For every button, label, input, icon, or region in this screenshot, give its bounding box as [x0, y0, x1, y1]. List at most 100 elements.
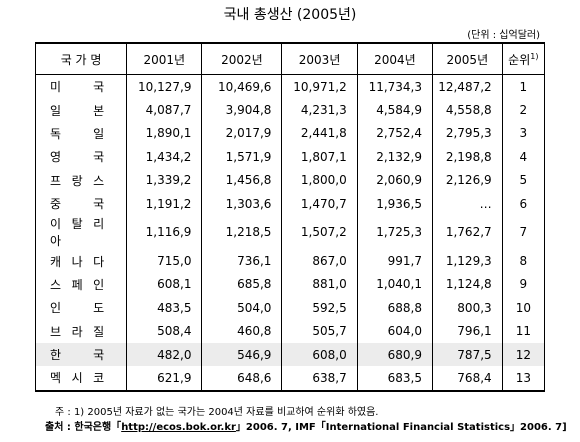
- value-cell: 460,8: [201, 319, 283, 343]
- header-cell: 2001년: [126, 42, 203, 75]
- source-link[interactable]: http://ecos.bok.or.kr: [121, 422, 236, 433]
- header-cell: 2002년: [201, 42, 283, 75]
- value-cell: 1,456,8: [201, 168, 283, 192]
- value-cell: 10,469,6: [201, 74, 283, 99]
- rank-cell: 2: [501, 98, 546, 122]
- note-label: 주 :: [55, 407, 71, 418]
- value-cell: 608,0: [281, 342, 358, 367]
- source-suffix: 」2006. 7, IMF「International Financial St…: [235, 422, 567, 433]
- header-text: 순위: [508, 52, 531, 67]
- value-cell: 11,734,3: [356, 74, 434, 99]
- table-row: 프 랑 스 1,339,2 1,456,8 1,800,0 2,060,9 2,126,9…: [34, 168, 546, 192]
- value-cell: 508,4: [126, 319, 203, 343]
- value-cell: 2,132,9: [356, 145, 434, 169]
- value-cell: 796,1: [432, 319, 503, 343]
- country-cell: 영 국: [34, 145, 128, 169]
- rank-cell: 13: [501, 366, 546, 392]
- value-cell: 2,060,9: [356, 168, 434, 192]
- header-text: 2003년: [298, 52, 341, 67]
- value-cell: 504,0: [201, 296, 283, 320]
- gdp-table: 국 가 명 2001년 2002년 2003년 2004년 2005년 순위1) 미 국 10…: [34, 42, 546, 392]
- value-cell: 800,3: [432, 296, 503, 320]
- value-cell: 4,087,7: [126, 98, 203, 122]
- country-cell: 일 본: [34, 98, 128, 122]
- header-note: 1): [530, 51, 539, 61]
- rank-cell: 4: [501, 145, 546, 169]
- value-cell: 10,127,9: [126, 74, 203, 99]
- value-cell: 2,198,8: [432, 145, 503, 169]
- value-cell: 638,7: [281, 366, 358, 392]
- rank-cell: 7: [501, 215, 546, 250]
- unit: (단위 : 십억달러): [467, 30, 540, 41]
- value-cell: 2,441,8: [281, 121, 358, 146]
- header-text: 2001년: [143, 52, 186, 67]
- header-text: 국 가 명: [60, 52, 102, 67]
- source: 출처 : 한국은행「http://ecos.bok.or.kr」2006. 7,…: [45, 418, 567, 433]
- value-cell: 867,0: [281, 249, 358, 273]
- value-cell: 1,890,1: [126, 121, 203, 146]
- rank-cell: 1: [501, 74, 546, 99]
- value-cell: 715,0: [126, 249, 203, 273]
- source-label: 출처 :: [45, 422, 71, 433]
- value-cell: 1,191,2: [126, 191, 203, 216]
- value-cell: 546,9: [201, 342, 283, 367]
- rank-cell: 3: [501, 121, 546, 146]
- rank-cell: 6: [501, 191, 546, 216]
- value-cell: 683,5: [356, 366, 434, 392]
- note: 주 : 1) 2005년 자료가 없는 국가는 2004년 자료를 비교하여 순…: [55, 403, 379, 418]
- value-cell: 2,126,9: [432, 168, 503, 192]
- value-cell: 768,4: [432, 366, 503, 392]
- value-cell: 991,7: [356, 249, 434, 273]
- header-text: 2002년: [221, 52, 263, 67]
- header-cell: 순위1): [501, 42, 546, 75]
- rank-cell: 12: [501, 342, 546, 367]
- country-cell: 독 일: [34, 121, 128, 146]
- value-cell: 604,0: [356, 319, 434, 343]
- table-row: 일 본 4,087,7 3,904,8 4,231,3 4,584,9 4,558,8 2: [34, 98, 546, 122]
- country-cell: 멕 시 코: [34, 366, 128, 392]
- header-cell: 2003년: [281, 42, 358, 75]
- table-row: 독 일 1,890,1 2,017,9 2,441,8 2,752,4 2,795,3 3: [34, 121, 546, 146]
- country-cell: 한 국: [34, 342, 128, 367]
- value-cell: 2,795,3: [432, 121, 503, 146]
- table-row: 한 국 482,0 546,9 608,0 680,9 787,5 12: [34, 342, 546, 367]
- country-cell: 중 국: [34, 191, 128, 216]
- value-cell: 688,8: [356, 296, 434, 320]
- value-cell: 505,7: [281, 319, 358, 343]
- value-cell: 1,040,1: [356, 272, 434, 297]
- value-cell: 1,470,7: [281, 191, 358, 216]
- table-body: 미 국 10,127,9 10,469,6 10,971,2 11,734,3 12,48…: [34, 74, 546, 392]
- value-cell: 1,116,9: [126, 215, 203, 250]
- country-cell: 프 랑 스: [34, 168, 128, 192]
- rank-cell: 8: [501, 249, 546, 273]
- value-cell: 483,5: [126, 296, 203, 320]
- value-cell: 608,1: [126, 272, 203, 297]
- table-row: 멕 시 코 621,9 648,6 638,7 683,5 768,4 13: [34, 366, 546, 392]
- value-cell: 1,725,3: [356, 215, 434, 250]
- value-cell: 648,6: [201, 366, 283, 392]
- value-cell: 1,936,5: [356, 191, 434, 216]
- value-cell: 4,231,3: [281, 98, 358, 122]
- note-text: 1) 2005년 자료가 없는 국가는 2004년 자료를 비교하여 순위화 하…: [73, 407, 379, 418]
- value-cell: 3,904,8: [201, 98, 283, 122]
- header-cell: 2004년: [356, 42, 434, 75]
- value-cell: 482,0: [126, 342, 203, 367]
- country-cell: 인 도: [34, 296, 128, 320]
- value-cell: 1,571,9: [201, 145, 283, 169]
- table-row: 캐 나 다 715,0 736,1 867,0 991,7 1,129,3 8: [34, 249, 546, 273]
- country-cell: 미 국: [34, 74, 128, 99]
- value-cell: 2,752,4: [356, 121, 434, 146]
- country-cell: 캐 나 다: [34, 249, 128, 273]
- rank-cell: 9: [501, 272, 546, 297]
- value-cell: 685,8: [201, 272, 283, 297]
- header-cell: 국 가 명: [34, 42, 128, 75]
- table-row: 브 라 질 508,4 460,8 505,7 604,0 796,1 11: [34, 319, 546, 343]
- header-text: 2005년: [446, 52, 489, 67]
- value-cell: 10,971,2: [281, 74, 358, 99]
- value-cell: 1,218,5: [201, 215, 283, 250]
- value-cell: 680,9: [356, 342, 434, 367]
- value-cell: 2,017,9: [201, 121, 283, 146]
- country-cell: 이 탈 리 아: [34, 215, 128, 250]
- value-cell: 1,762,7: [432, 215, 503, 250]
